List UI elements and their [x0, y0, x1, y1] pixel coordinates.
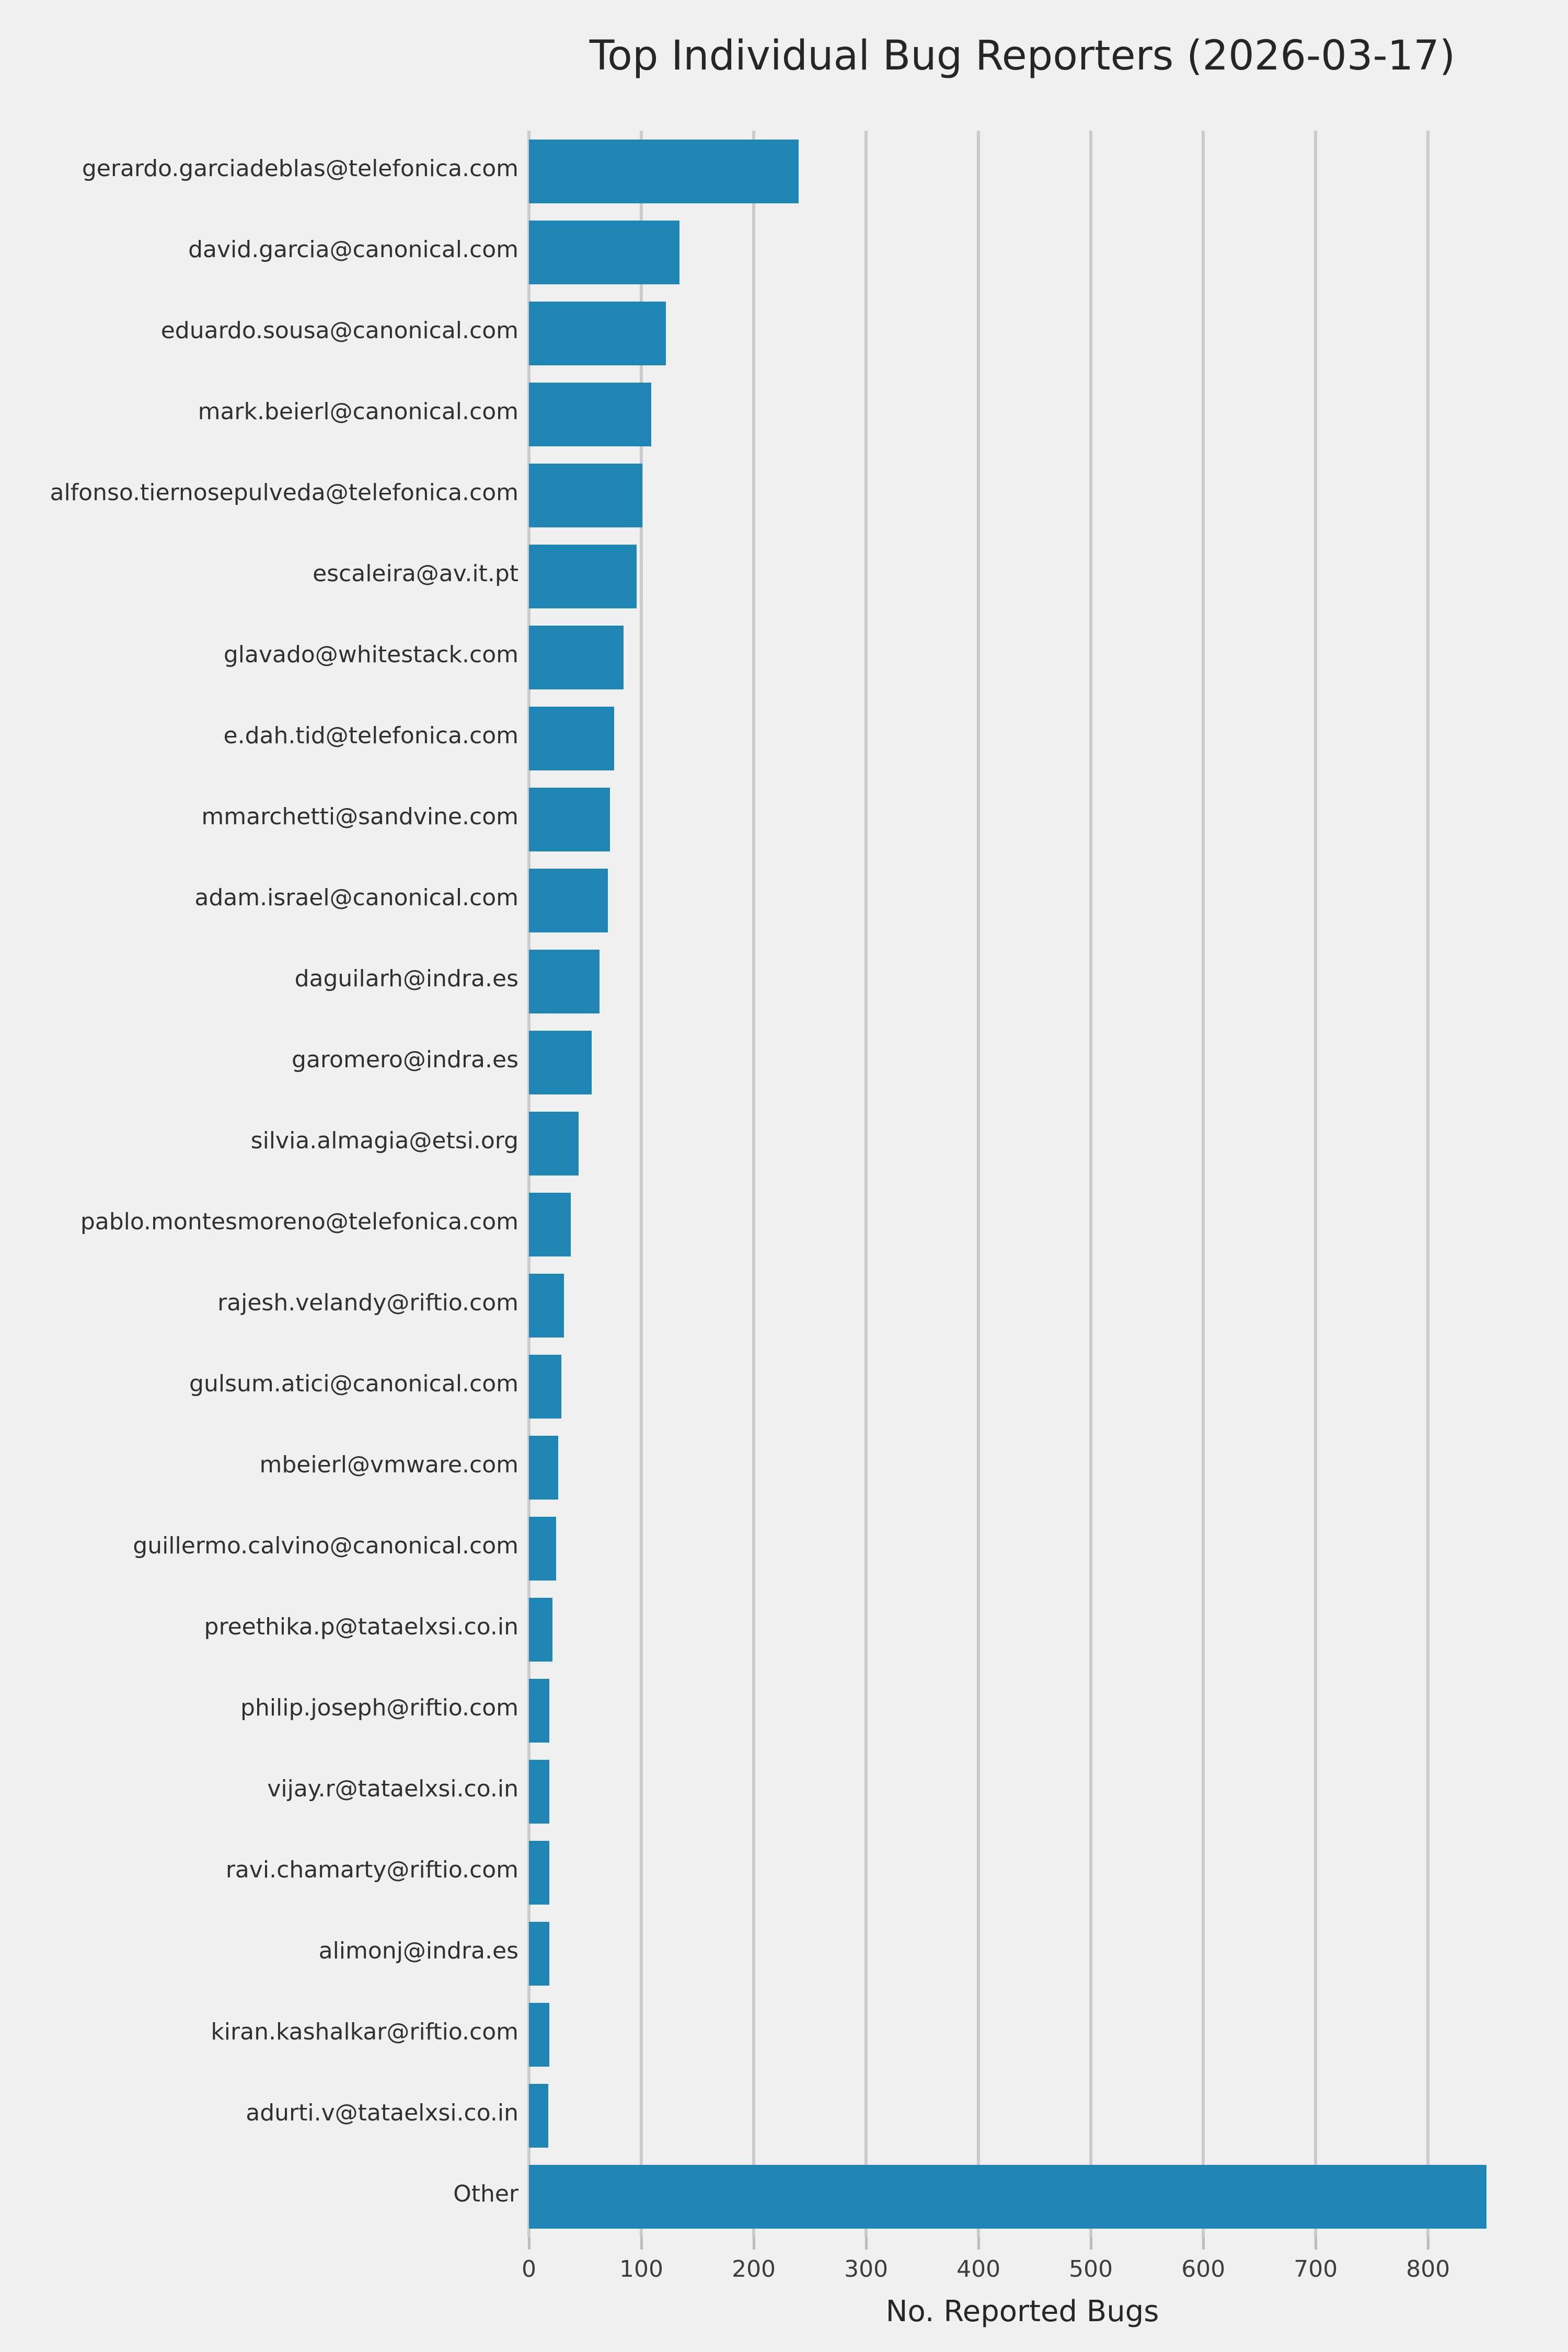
x-tick-label: 500	[1069, 2256, 1113, 2282]
x-tick-label: 300	[844, 2256, 889, 2282]
gridline	[752, 131, 756, 2237]
bar	[529, 788, 610, 851]
bar	[529, 302, 666, 365]
y-tick-label: gulsum.atici@canonical.com	[189, 1370, 518, 1397]
bar	[529, 626, 624, 689]
x-tick-label: 100	[619, 2256, 664, 2282]
bar	[529, 1031, 592, 1094]
bar	[529, 2165, 1486, 2229]
y-tick-label: gerardo.garciadeblas@telefonica.com	[82, 155, 518, 182]
bar	[529, 464, 642, 527]
y-tick-label: philip.joseph@riftio.com	[240, 1694, 518, 1721]
bar	[529, 1517, 556, 1581]
bar	[529, 707, 614, 770]
y-tick-label: adam.israel@canonical.com	[194, 884, 518, 911]
y-tick-label: mmarchetti@sandvine.com	[201, 803, 518, 830]
bar	[529, 1760, 549, 1824]
y-tick-label: silvia.almagia@etsi.org	[250, 1127, 518, 1154]
gridline	[527, 131, 531, 2237]
bar	[529, 545, 637, 608]
x-tick-mark	[1315, 2237, 1318, 2250]
x-tick-label: 200	[732, 2256, 776, 2282]
y-tick-label: alimonj@indra.es	[318, 1938, 518, 1964]
x-tick-mark	[1090, 2237, 1093, 2250]
y-tick-label: pablo.montesmoreno@telefonica.com	[80, 1208, 518, 1235]
y-tick-label: daguilarh@indra.es	[294, 965, 518, 992]
bar	[529, 1274, 564, 1338]
y-tick-label: kiran.kashalkar@riftio.com	[211, 2019, 518, 2045]
bar	[529, 2003, 549, 2067]
x-tick-label: 800	[1406, 2256, 1450, 2282]
x-tick-mark	[640, 2237, 643, 2250]
gridline	[1089, 131, 1093, 2237]
bar	[529, 2084, 548, 2148]
bar	[529, 1598, 552, 1662]
y-tick-label: david.garcia@canonical.com	[188, 236, 518, 263]
bar	[529, 1193, 571, 1256]
chart-title: Top Individual Bug Reporters (2026-03-17…	[589, 32, 1456, 79]
bar	[529, 1355, 561, 1419]
x-tick-mark	[753, 2237, 756, 2250]
bar	[529, 1436, 558, 1500]
x-tick-mark	[977, 2237, 981, 2250]
bar	[529, 1679, 549, 1743]
bar	[529, 140, 799, 203]
x-axis: 0 100 200 300 400 500 600 700 800	[522, 2237, 1516, 2352]
y-tick-label: Other	[453, 2181, 518, 2207]
y-tick-label: mark.beierl@canonical.com	[198, 398, 518, 425]
y-tick-label: preethika.p@tataelxsi.co.in	[204, 1613, 518, 1640]
x-tick-label: 400	[956, 2256, 1001, 2282]
x-tick-mark	[528, 2237, 531, 2250]
gridline	[977, 131, 981, 2237]
y-tick-label: garomero@indra.es	[292, 1046, 518, 1073]
y-tick-label: alfonso.tiernosepulveda@telefonica.com	[50, 479, 519, 506]
y-axis-labels: gerardo.garciadeblas@telefonica.com david…	[0, 131, 519, 2237]
x-tick-mark	[1427, 2237, 1430, 2250]
y-tick-label: mbeierl@vmware.com	[259, 1451, 518, 1478]
bar	[529, 221, 679, 284]
x-tick-label: 0	[522, 2256, 536, 2282]
gridline	[864, 131, 868, 2237]
y-tick-label: escaleira@av.it.pt	[313, 560, 518, 587]
bar	[529, 1841, 549, 1905]
x-tick-mark	[865, 2237, 868, 2250]
bar	[529, 1922, 549, 1986]
gridline	[1314, 131, 1318, 2237]
bar	[529, 1112, 579, 1175]
bar	[529, 869, 608, 932]
y-tick-label: vijay.r@tataelxsi.co.in	[267, 1775, 518, 1802]
y-tick-label: rajesh.velandy@riftio.com	[217, 1289, 518, 1316]
bar	[529, 383, 651, 446]
y-tick-label: eduardo.sousa@canonical.com	[160, 317, 518, 344]
y-tick-label: adurti.v@tataelxsi.co.in	[246, 2100, 518, 2126]
plot-area	[527, 131, 1516, 2237]
gridline	[1426, 131, 1430, 2237]
x-tick-mark	[1202, 2237, 1205, 2250]
y-tick-label: e.dah.tid@telefonica.com	[223, 722, 518, 749]
x-tick-label: 600	[1181, 2256, 1226, 2282]
bar	[529, 950, 599, 1013]
gridline	[1202, 131, 1205, 2237]
y-tick-label: ravi.chamarty@riftio.com	[225, 1857, 518, 1883]
x-tick-label: 700	[1294, 2256, 1338, 2282]
y-tick-label: glavado@whitestack.com	[223, 641, 518, 668]
x-axis-title: No. Reported Bugs	[885, 2295, 1159, 2328]
y-tick-label: guillermo.calvino@canonical.com	[133, 1532, 518, 1559]
gridline	[640, 131, 643, 2237]
